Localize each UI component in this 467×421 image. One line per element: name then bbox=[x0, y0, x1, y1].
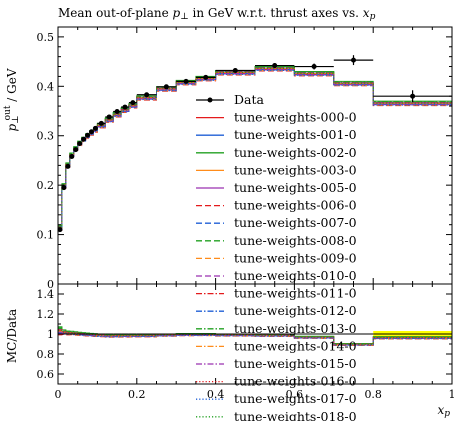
legend-label-tune-weights-014-0: tune-weights-014-0 bbox=[234, 338, 357, 353]
data-point bbox=[183, 78, 189, 84]
ratio-tick-label: 1.2 bbox=[37, 308, 55, 321]
y-tick-label: 0.2 bbox=[37, 179, 55, 192]
data-point bbox=[272, 63, 278, 69]
data-point bbox=[122, 104, 128, 110]
data-point bbox=[311, 64, 317, 70]
data-point bbox=[85, 132, 91, 138]
ratio-line-tune-weights-017-0 bbox=[58, 333, 452, 346]
data-point bbox=[73, 147, 79, 153]
data-point bbox=[77, 141, 83, 147]
ratio-tick-label: 0.6 bbox=[37, 368, 55, 381]
ratio-tick-label: 1.4 bbox=[37, 288, 55, 301]
y-tick-label: 0 bbox=[47, 278, 54, 291]
ratio-line-tune-weights-013-0 bbox=[58, 327, 452, 345]
legend-data-label: Data bbox=[234, 92, 264, 107]
legend-label-tune-weights-000-0: tune-weights-000-0 bbox=[234, 110, 357, 125]
y-tick-label: 0.3 bbox=[37, 130, 55, 143]
legend-label-tune-weights-005-0: tune-weights-005-0 bbox=[234, 180, 357, 195]
data-point bbox=[88, 129, 94, 135]
mc-line-tune-weights-017-0 bbox=[58, 69, 452, 231]
legend-label-tune-weights-009-0: tune-weights-009-0 bbox=[234, 250, 357, 265]
legend-label-tune-weights-018-0: tune-weights-018-0 bbox=[234, 409, 357, 421]
x-axis-label: xp bbox=[437, 403, 450, 419]
x-tick-label: 0.8 bbox=[364, 388, 382, 401]
data-point bbox=[58, 227, 63, 233]
legend-label-tune-weights-006-0: tune-weights-006-0 bbox=[234, 198, 357, 213]
data-point bbox=[144, 92, 150, 98]
legend-label-tune-weights-008-0: tune-weights-008-0 bbox=[234, 233, 357, 248]
ratio-line-tune-weights-016-0 bbox=[58, 328, 452, 345]
y-tick-label: 0.1 bbox=[37, 229, 55, 242]
y-axis-label: p⊥out / GeV bbox=[3, 68, 21, 131]
legend-label-tune-weights-010-0: tune-weights-010-0 bbox=[234, 268, 357, 283]
legend-label-tune-weights-016-0: tune-weights-016-0 bbox=[234, 374, 357, 389]
data-point bbox=[232, 67, 238, 73]
data-point bbox=[130, 100, 136, 106]
ratio-panel-frame bbox=[57, 283, 453, 385]
data-point bbox=[69, 153, 75, 159]
legend-label-tune-weights-003-0: tune-weights-003-0 bbox=[234, 162, 357, 177]
legend-label-tune-weights-017-0: tune-weights-017-0 bbox=[234, 391, 357, 406]
legend-label-tune-weights-012-0: tune-weights-012-0 bbox=[234, 303, 357, 318]
y-tick-label: 0.5 bbox=[37, 31, 55, 44]
data-point bbox=[98, 120, 104, 126]
x-tick-label: 0 bbox=[55, 388, 62, 401]
ratio-tick-label: 0.8 bbox=[37, 348, 55, 361]
chart-title: Mean out-of-plane p⊥ in GeV w.r.t. thrus… bbox=[58, 6, 376, 22]
x-tick-label: 0.4 bbox=[207, 388, 225, 401]
x-tick-label: 0.2 bbox=[128, 388, 146, 401]
legend-label-tune-weights-013-0: tune-weights-013-0 bbox=[234, 321, 357, 336]
legend-label-tune-weights-015-0: tune-weights-015-0 bbox=[234, 356, 357, 371]
legend-label-tune-weights-011-0: tune-weights-011-0 bbox=[234, 286, 357, 301]
x-tick-label: 0.6 bbox=[286, 388, 304, 401]
data-point bbox=[203, 74, 209, 80]
data-point bbox=[106, 114, 112, 120]
data-point bbox=[92, 125, 98, 131]
data-point bbox=[114, 109, 120, 115]
ratio-tick-label: 1 bbox=[47, 328, 54, 341]
y-tick-label: 0.4 bbox=[37, 80, 55, 93]
data-point bbox=[61, 185, 67, 191]
data-point bbox=[410, 93, 416, 99]
legend-label-tune-weights-002-0: tune-weights-002-0 bbox=[234, 145, 357, 160]
x-tick-label: 1 bbox=[449, 388, 456, 401]
data-point bbox=[163, 84, 169, 90]
legend-label-tune-weights-007-0: tune-weights-007-0 bbox=[234, 215, 357, 230]
data-point bbox=[351, 57, 356, 63]
ratio-y-axis-label: MC/Data bbox=[5, 309, 19, 363]
legend-data-marker bbox=[207, 97, 213, 103]
legend-label-tune-weights-001-0: tune-weights-001-0 bbox=[234, 127, 357, 142]
data-point bbox=[65, 163, 71, 169]
data-point bbox=[81, 136, 87, 142]
